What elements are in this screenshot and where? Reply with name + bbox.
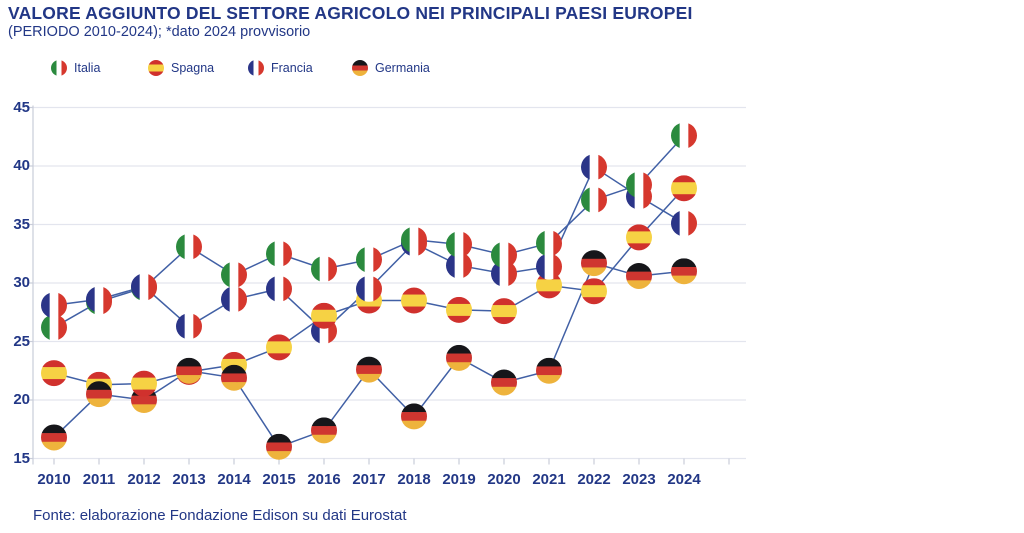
marker-francia-2010 (41, 292, 67, 318)
x-tick-label-2012: 2012 (127, 471, 161, 488)
x-tick-label-2011: 2011 (82, 471, 116, 488)
germany-flag-icon (352, 59, 368, 76)
marker-germania-2016 (311, 417, 337, 443)
x-tick-label-2020: 2020 (487, 471, 521, 488)
marker-spagna-2018 (401, 288, 427, 314)
marker-germania-2024 (671, 258, 697, 284)
legend-label: Francia (271, 60, 313, 75)
legend-item-francia: Francia (248, 59, 313, 76)
y-tick-label-30: 30 (13, 274, 30, 291)
page-subtitle: (PERIODO 2010-2024); *dato 2024 provviso… (8, 24, 311, 40)
y-tick-label-15: 15 (13, 449, 30, 467)
legend-label: Italia (74, 60, 101, 75)
x-tick-label-2015: 2015 (262, 471, 296, 488)
marker-germania-2022 (581, 250, 607, 276)
axes (27, 105, 730, 465)
marker-italia-2010 (41, 314, 67, 340)
marker-italia-2015 (266, 241, 292, 267)
x-tick-label-2014: 2014 (217, 471, 251, 488)
marker-spagna-2020 (491, 298, 517, 324)
marker-francia-2024 (671, 210, 697, 236)
y-tick-label-25: 25 (13, 332, 30, 350)
marker-italia-2017 (356, 247, 382, 273)
italy-flag-icon (51, 59, 67, 76)
x-tick-label-2016: 2016 (307, 471, 341, 488)
marker-francia-2013 (176, 313, 202, 339)
marker-germania-2010 (41, 424, 67, 450)
source-note: Fonte: elaborazione Fondazione Edison su… (33, 507, 407, 524)
marker-germania-2015 (266, 434, 292, 460)
marker-italia-2020 (491, 242, 517, 268)
marker-germania-2021 (536, 358, 562, 384)
marker-spagna-2022 (581, 278, 607, 304)
legend-label: Germania (375, 60, 430, 75)
x-tick-label-2023: 2023 (622, 471, 656, 488)
marker-germania-2020 (491, 369, 517, 395)
marker-spagna-2019 (446, 297, 472, 323)
x-tick-label-2024: 2024 (667, 471, 701, 488)
marker-italia-2016 (311, 256, 337, 282)
legend-item-germania: Germania (352, 59, 430, 76)
legend-label: Spagna (171, 60, 215, 75)
x-tick-label-2010: 2010 (37, 471, 71, 488)
x-tick-label-2019: 2019 (442, 471, 476, 488)
x-tick-label-2017: 2017 (352, 471, 386, 488)
x-tick-label-2021: 2021 (532, 471, 566, 488)
marker-italia-2019 (446, 231, 472, 257)
marker-francia-2022 (581, 154, 607, 180)
legend-item-spagna: Spagna (148, 59, 214, 76)
marker-germania-2014 (221, 365, 247, 391)
y-tick-label-40: 40 (13, 157, 30, 174)
marker-italia-2014 (221, 262, 247, 288)
y-tick-label-45: 45 (13, 98, 30, 116)
marker-germania-2023 (626, 263, 652, 289)
y-tick-label-35: 35 (13, 215, 30, 233)
marker-spagna-2023 (626, 224, 652, 250)
marker-spagna-2015 (266, 334, 292, 360)
marker-francia-2021 (536, 254, 562, 280)
page-title: VALORE AGGIUNTO DEL SETTORE AGRICOLO NEI… (8, 3, 693, 23)
x-tick-label-2022: 2022 (577, 471, 611, 488)
france-flag-icon (248, 59, 264, 76)
spain-flag-icon (148, 59, 164, 76)
marker-francia-2014 (221, 286, 247, 312)
x-tick-label-2013: 2013 (172, 471, 206, 488)
marker-germania-2019 (446, 345, 472, 371)
marker-italia-2022 (581, 187, 607, 213)
y-tick-label-20: 20 (13, 391, 30, 408)
marker-spagna-2010 (41, 360, 67, 386)
marker-germania-2018 (401, 403, 427, 429)
x-tick-label-2018: 2018 (397, 471, 431, 488)
marker-italia-2013 (176, 234, 202, 260)
marker-italia-2024 (671, 123, 697, 149)
legend-item-italia: Italia (51, 59, 100, 76)
